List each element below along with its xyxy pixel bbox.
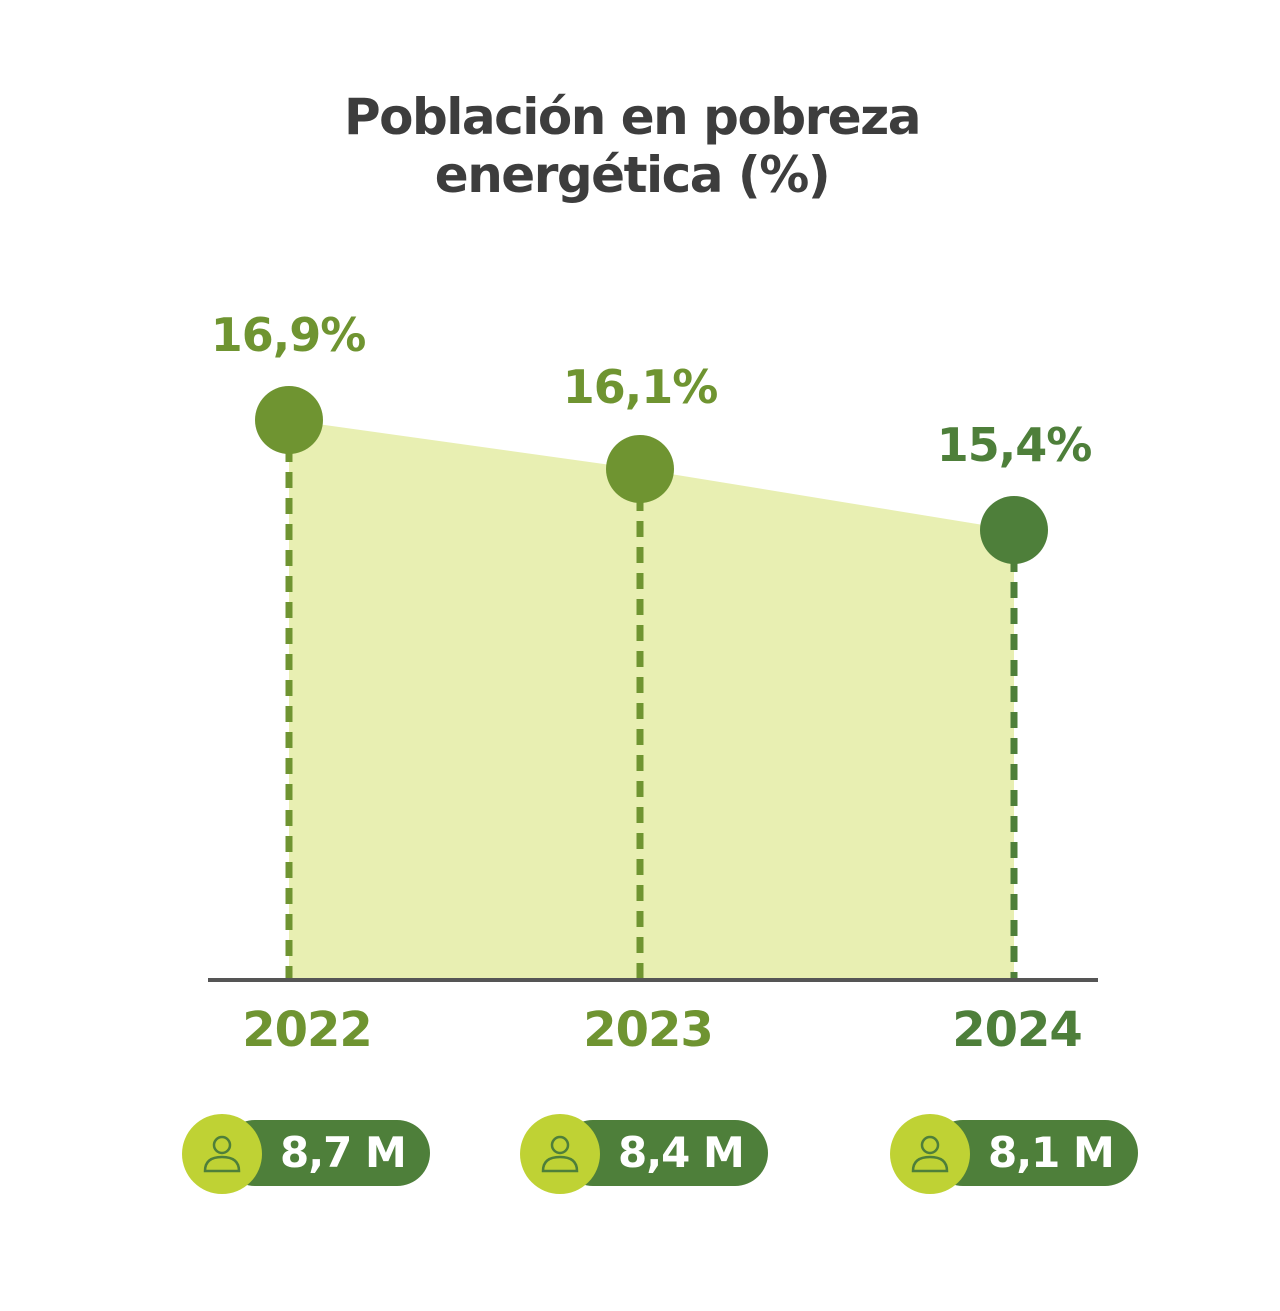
- value-label-2022: 16,9%: [210, 308, 367, 362]
- person-icon: [520, 1114, 600, 1194]
- data-point-2022: [255, 386, 323, 454]
- data-point-2023: [606, 435, 674, 503]
- person-icon: [182, 1114, 262, 1194]
- chart-title: Población en pobreza energética (%): [0, 88, 1264, 204]
- chart-title-line2: energética (%): [434, 146, 831, 204]
- x-tick-2024: 2024: [952, 1002, 1083, 1058]
- value-label-2023: 16,1%: [562, 360, 719, 414]
- area-fill: [289, 420, 1014, 980]
- x-tick-2023: 2023: [583, 1002, 714, 1058]
- data-point-2024: [980, 496, 1048, 564]
- x-tick-2022: 2022: [242, 1002, 373, 1058]
- person-icon: [890, 1114, 970, 1194]
- value-label-2024: 15,4%: [936, 418, 1093, 472]
- chart-title-line1: Población en pobreza: [343, 88, 922, 146]
